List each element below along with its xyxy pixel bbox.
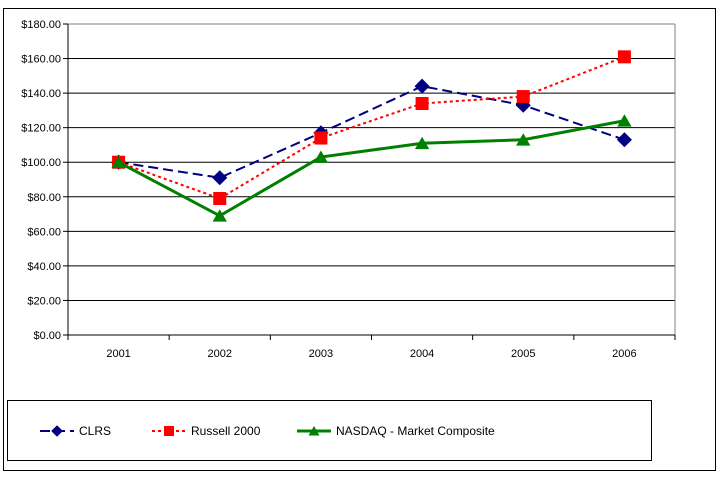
- legend-sample-marker: [51, 425, 63, 437]
- series-point-0-2002: [212, 170, 228, 186]
- series-point-0-2006: [616, 132, 632, 148]
- legend-item-clrs: CLRS: [40, 423, 111, 439]
- series-point-0-2005: [515, 97, 531, 113]
- series-line-2: [117, 119, 625, 218]
- y-tick-label: $20.00: [27, 295, 61, 307]
- x-tick-label: 2001: [106, 348, 130, 360]
- y-tick-label: $180.00: [21, 19, 61, 31]
- legend-sample-marker: [308, 426, 320, 436]
- y-tick-label: $40.00: [27, 261, 61, 273]
- x-tick-label: 2003: [309, 348, 333, 360]
- russell-2000-line-marker-icon: [152, 426, 186, 436]
- legend-item-nasdaq-market-composite: NASDAQ - Market Composite: [297, 423, 495, 439]
- clrs-line-marker-icon: [40, 425, 74, 437]
- y-tick-label: $140.00: [21, 88, 61, 100]
- nasdaq-market-composite-line-marker-icon: [297, 426, 331, 436]
- y-tick-label: $60.00: [27, 226, 61, 238]
- series-point-1-2004: [415, 96, 429, 110]
- series-point-0-2004: [414, 78, 430, 94]
- chart-outer-border: [3, 8, 716, 471]
- y-tick-label: $0.00: [33, 330, 61, 342]
- legend-sample-marker: [164, 426, 174, 436]
- x-tick-label: 2004: [410, 348, 434, 360]
- chart-legend: CLRS Russell 2000 NASDAQ - Market Compos…: [7, 400, 652, 461]
- series-line-0: [118, 85, 625, 179]
- x-tick-label: 2002: [208, 348, 232, 360]
- series-line-1: [118, 55, 625, 200]
- y-tick-label: $160.00: [21, 54, 61, 66]
- series-point-2-2006: [617, 114, 632, 127]
- y-tick-label: $100.00: [21, 157, 61, 169]
- y-tick-label: $80.00: [27, 192, 61, 204]
- series-point-2-2004: [414, 136, 430, 150]
- legend-label-nasdaq-market-composite: NASDAQ - Market Composite: [336, 424, 495, 438]
- series-point-1-2003: [314, 131, 328, 145]
- series-point-2-2005: [516, 133, 531, 146]
- legend-label-clrs: CLRS: [79, 424, 112, 438]
- x-tick-label: 2006: [612, 348, 636, 360]
- series-point-1-2006: [617, 50, 631, 64]
- series-point-1-2005: [516, 90, 530, 104]
- series-point-2-2003: [313, 150, 329, 163]
- legend-item-russell-2000: Russell 2000: [152, 423, 260, 439]
- series-point-1-2002: [213, 192, 227, 206]
- x-tick-label: 2005: [511, 348, 535, 360]
- series-point-2-2002: [212, 209, 227, 222]
- series-point-2-2001: [111, 155, 126, 169]
- y-tick-label: $120.00: [21, 123, 61, 135]
- legend-label-russell-2000: Russell 2000: [191, 424, 261, 438]
